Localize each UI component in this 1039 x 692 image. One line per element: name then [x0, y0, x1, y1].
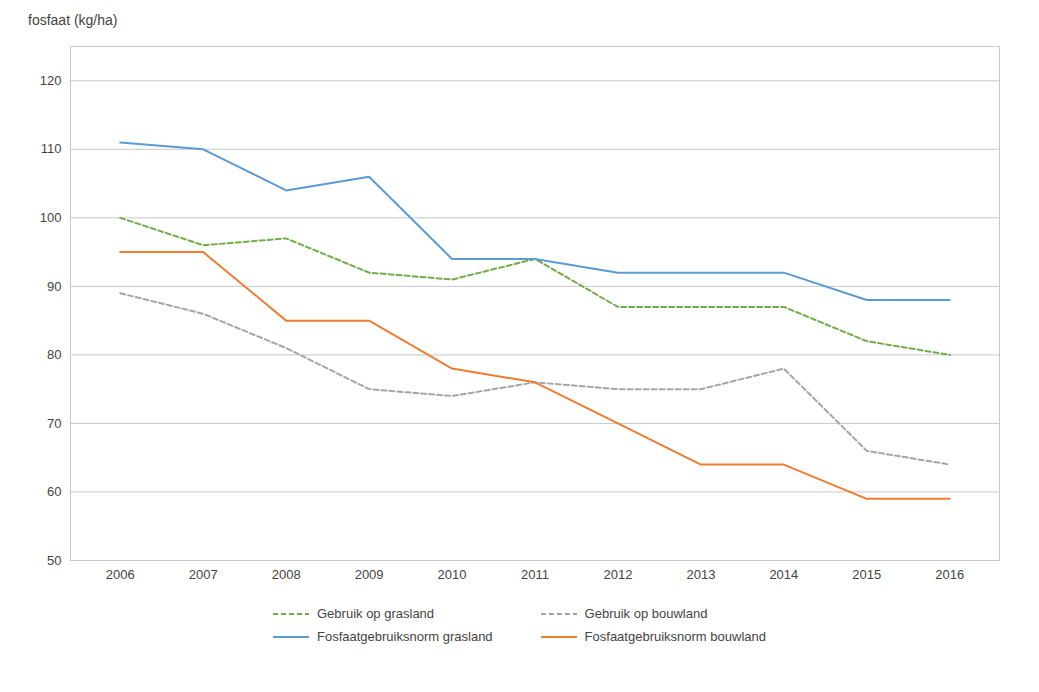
- svg-text:2015: 2015: [852, 567, 881, 582]
- svg-text:2007: 2007: [189, 567, 218, 582]
- svg-text:2010: 2010: [438, 567, 467, 582]
- svg-text:110: 110: [41, 141, 62, 156]
- svg-text:2008: 2008: [272, 567, 301, 582]
- html-text:Fosfaatgebruiksnorm grasland: Fosfaatgebruiksnorm grasland: [317, 629, 493, 644]
- svg-text:50: 50: [47, 553, 61, 568]
- svg-text:100: 100: [40, 210, 62, 225]
- svg-text:80: 80: [47, 347, 61, 362]
- svg-text:2012: 2012: [603, 567, 632, 582]
- svg-text:2013: 2013: [686, 567, 715, 582]
- svg-text:2014: 2014: [769, 567, 798, 582]
- svg-text:60: 60: [47, 484, 61, 499]
- html-text:fosfaat (kg/ha): fosfaat (kg/ha): [28, 12, 118, 28]
- html-text:Fosfaatgebruiksnorm bouwland: Fosfaatgebruiksnorm bouwland: [584, 629, 766, 644]
- svg-text:90: 90: [47, 279, 61, 294]
- svg-text:2011: 2011: [521, 567, 549, 582]
- html-text:Gebruik op grasland: Gebruik op grasland: [317, 606, 435, 621]
- svg-text:2016: 2016: [935, 567, 964, 582]
- svg-text:2006: 2006: [106, 567, 135, 582]
- svg-text:120: 120: [40, 73, 62, 88]
- svg-text:2009: 2009: [355, 567, 384, 582]
- html-text:Gebruik op bouwland: Gebruik op bouwland: [584, 606, 708, 621]
- svg-text:70: 70: [47, 416, 61, 431]
